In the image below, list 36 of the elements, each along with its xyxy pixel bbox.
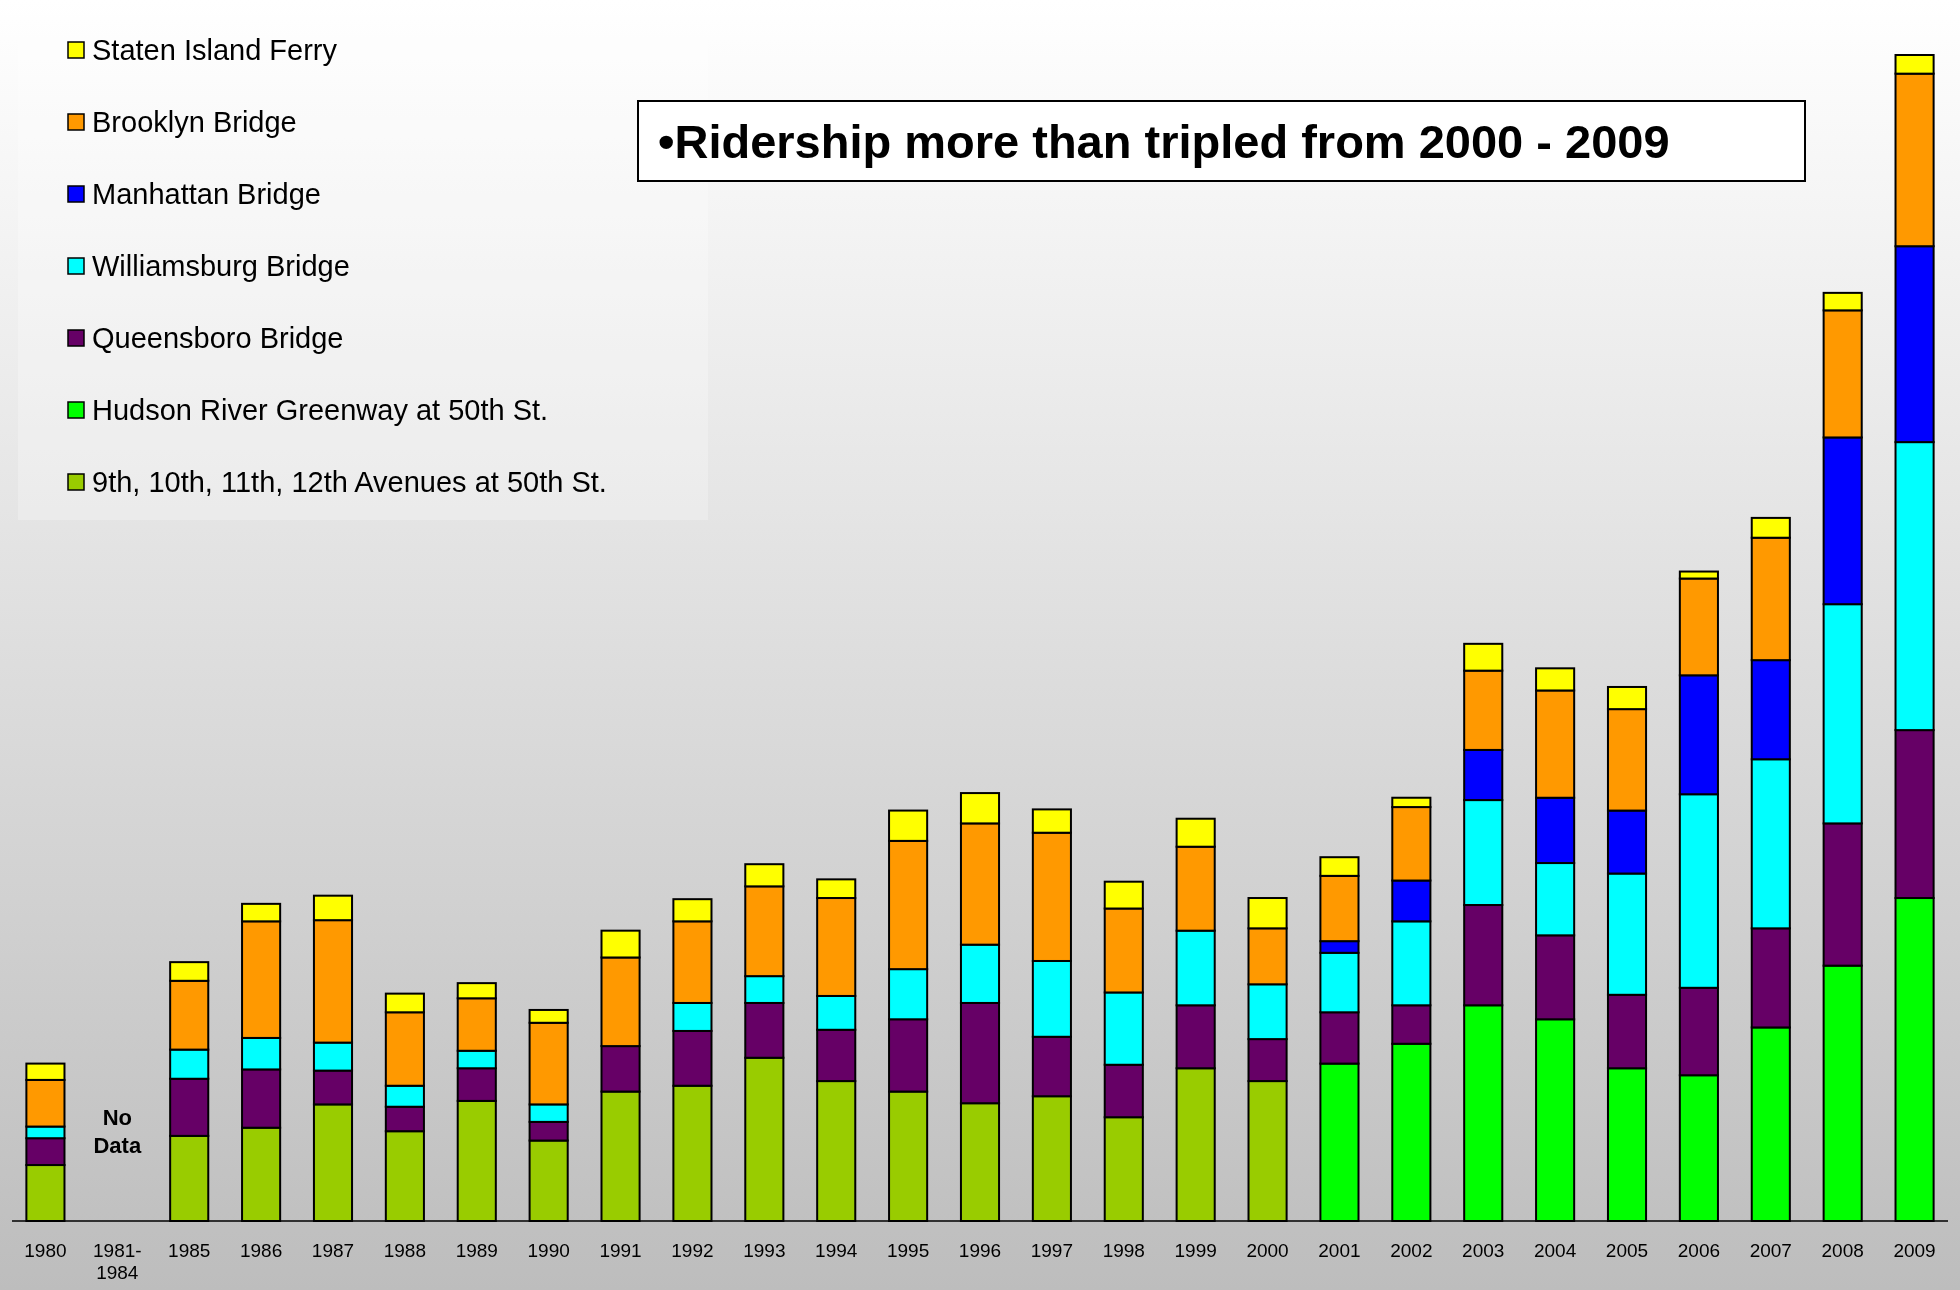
legend-label: 9th, 10th, 11th, 12th Avenues at 50th St.: [92, 466, 607, 498]
x-tick-label: 2004: [1533, 1240, 1577, 1261]
x-tick-label: 1981-1984: [93, 1240, 142, 1283]
x-tick-label: 1994: [815, 1240, 858, 1261]
x-tick-label: 1992: [671, 1240, 714, 1261]
x-tick-label: 1989: [455, 1240, 498, 1261]
x-tick-label: 1993: [743, 1240, 786, 1261]
legend-label: Brooklyn Bridge: [92, 106, 297, 138]
annotation: No Data: [93, 1105, 142, 1158]
legend-label: Queensboro Bridge: [92, 322, 344, 354]
x-tick-label: 1980: [24, 1240, 67, 1261]
x-tick-label: 1987: [311, 1240, 355, 1261]
x-tick-label: 1999: [1174, 1240, 1217, 1261]
x-tick-label: 2002: [1390, 1240, 1433, 1261]
x-tick-label: 2006: [1677, 1240, 1721, 1261]
x-tick-label: 1986: [239, 1240, 283, 1261]
legend-label: Manhattan Bridge: [92, 178, 321, 210]
x-tick-label: 1998: [1102, 1240, 1145, 1261]
legend-label: Staten Island Ferry: [92, 34, 338, 66]
legend-label: Hudson River Greenway at 50th St.: [92, 394, 549, 426]
x-tick-label: 1996: [958, 1240, 1002, 1261]
x-tick-label: 2003: [1462, 1240, 1505, 1261]
x-tick-label: 2000: [1246, 1240, 1289, 1261]
x-tick-label: 1997: [1030, 1240, 1074, 1261]
x-tick-label: 1991: [599, 1240, 642, 1261]
x-tick-label: 2009: [1893, 1240, 1936, 1261]
legend-label: Williamsburg Bridge: [92, 250, 350, 282]
x-tick-label: 2008: [1821, 1240, 1864, 1261]
x-tick-label: 1985: [168, 1240, 211, 1261]
x-tick-label: 1990: [527, 1240, 570, 1261]
x-tick-label: 1995: [886, 1240, 930, 1261]
x-tick-label: 2001: [1318, 1240, 1361, 1261]
x-tick-label: 1988: [383, 1240, 427, 1261]
x-tick-label: 2005: [1605, 1240, 1649, 1261]
x-tick-label: 2007: [1749, 1240, 1792, 1261]
annotation: •Ridership more than tripled from 2000 - 2009: [658, 115, 1670, 168]
